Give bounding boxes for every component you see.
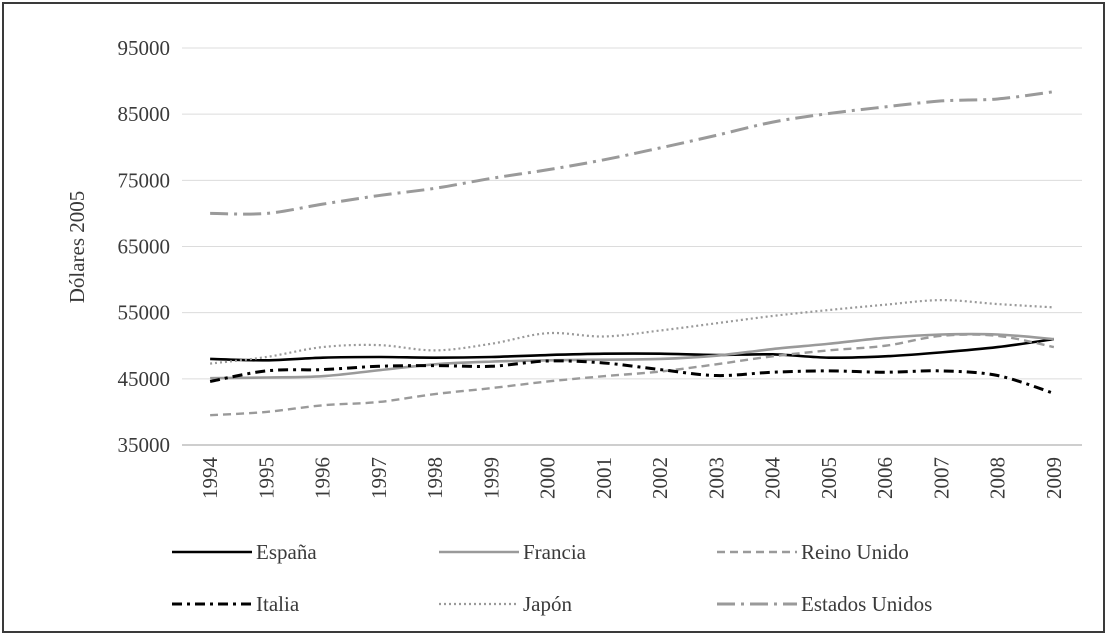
legend-label: Estados Unidos [801,591,933,616]
series-line-italia [209,359,1055,395]
series-line-espa-a [210,337,1055,362]
legend-label: España [256,539,317,564]
series-line-reino-unido [210,333,1055,417]
legend-item: Reino Unido [717,540,909,564]
x-tick-label: 1998 [423,457,447,499]
line-chart: 35000 45000 55000 65000 75000 85000 95000 1994… [65,36,1082,500]
x-tick-label: 1999 [479,457,503,499]
x-tick-label: 1997 [367,457,391,499]
legend-item: Francia [439,540,586,564]
legend-label: Japón [523,591,572,616]
x-tick-label: 2003 [704,457,728,499]
legend-item: Japón [439,592,572,616]
x-tick-label: 1994 [198,457,222,500]
legend-swatch [717,550,797,554]
legend-swatch [439,550,519,554]
x-tick-label: 2007 [929,457,953,499]
legend-item: España [172,540,317,564]
legend-label: Italia [256,591,300,616]
y-axis-ticks: 35000 45000 55000 65000 75000 85000 95000 [118,36,171,457]
legend-swatch [172,550,252,554]
y-tick-label: 95000 [118,36,171,60]
legend-item: Estados Unidos [717,592,932,616]
legend-label: Francia [523,539,586,564]
series-line-jap-n [209,298,1054,365]
x-tick-label: 2005 [817,457,841,499]
y-tick-label: 85000 [118,102,171,126]
x-tick-label: 2001 [592,457,616,499]
x-tick-label: 2000 [536,457,560,499]
y-tick-label: 55000 [118,301,171,325]
x-tick-label: 2009 [1042,457,1066,499]
series-line-estados-unidos [210,90,1055,216]
legend-swatch [172,602,252,606]
y-tick-label: 45000 [118,367,171,391]
legend-item: Italia [172,592,299,616]
legend-swatch [717,602,797,606]
y-axis-label: Dólares 2005 [65,191,89,304]
x-axis-ticks: 1994 1995 1996 1997 1998 1999 2000 2001 2002 2003… [198,457,1066,500]
x-tick-label: 2002 [648,457,672,499]
series-line-francia [210,332,1054,380]
x-tick-label: 2004 [761,457,785,500]
x-tick-label: 1996 [311,457,335,499]
gridlines [182,47,1082,380]
x-tick-label: 2008 [986,457,1010,499]
series-lines [209,90,1055,417]
legend-swatch [439,602,519,606]
x-tick-label: 1995 [254,457,278,499]
legend-label: Reino Unido [801,539,909,564]
y-tick-label: 35000 [118,433,171,457]
y-tick-label: 65000 [118,235,171,259]
y-tick-label: 75000 [118,168,171,192]
x-tick-label: 2006 [873,457,897,499]
